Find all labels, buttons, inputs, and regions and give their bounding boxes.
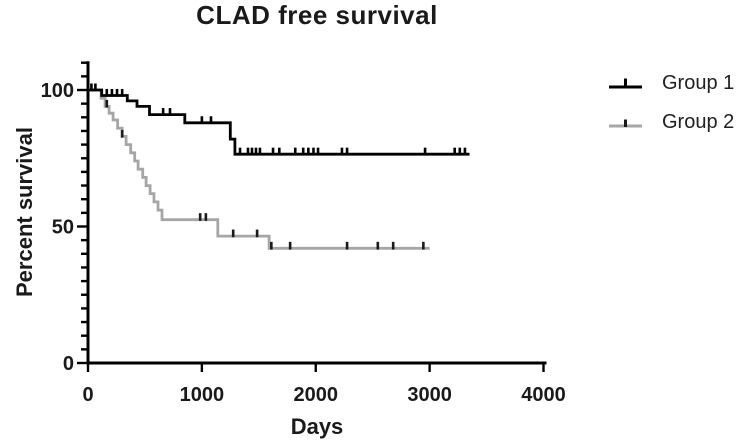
- y-tick-label: 50: [52, 217, 74, 239]
- x-tick-label: 4000: [521, 384, 566, 406]
- y-tick-label: 0: [63, 353, 74, 375]
- y-tick-label: 100: [41, 80, 74, 102]
- survival-curve-group-1: [88, 88, 470, 156]
- survival-curve-group-2: [88, 88, 430, 250]
- x-tick-label: 3000: [407, 384, 452, 406]
- axes: [86, 61, 547, 365]
- legend-swatch-km-line-icon: [609, 78, 642, 89]
- legend-label: Group 2: [662, 111, 735, 133]
- legend-row-group-1: Group 1: [608, 64, 734, 103]
- legend-row-group-2: Group 2: [608, 103, 734, 142]
- legend-swatch-km-line-icon: [609, 119, 642, 128]
- legend-label: Group 1: [662, 72, 735, 94]
- x-axis-title: Days: [290, 414, 344, 439]
- x-tick-label: 0: [82, 384, 93, 406]
- x-tick-label: 2000: [294, 384, 339, 406]
- chart-title: CLAD free survival: [196, 0, 438, 30]
- x-tick-label: 1000: [180, 384, 225, 406]
- legend: Group 1 Group 2: [608, 64, 734, 142]
